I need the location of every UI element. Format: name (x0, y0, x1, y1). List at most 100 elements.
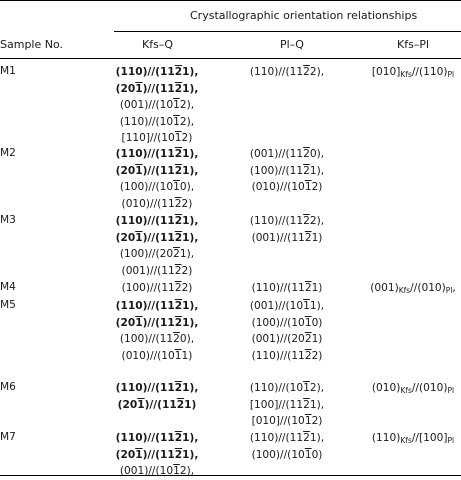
kfs-q-cell: (110)//(1121), (201)//(1121), (100)//(2021… (116, 213, 199, 279)
relation-text: 1), (182, 231, 199, 244)
relation-line: (110)//(1121), (250, 430, 324, 447)
overbar-index: 2 (303, 432, 310, 444)
relation-text: (110)//(11 (251, 282, 305, 294)
relation-line: (110)//(1121), (116, 213, 199, 230)
relation-line: (001)Kfs//(010)Pl, (370, 280, 456, 297)
relation-line: (100)//(1122) (122, 280, 193, 297)
relation-line: (201)//(1121), (116, 315, 199, 332)
overbar-index: 1 (173, 99, 180, 111)
relation-text: (001) (370, 282, 399, 294)
header-sample-no: Sample No. (0, 38, 64, 51)
relation-line: (001)//(1122) (116, 263, 199, 280)
header-rule (0, 58, 461, 59)
phase-subscript: Pl (445, 286, 453, 295)
overbar-index: 1 (173, 115, 180, 128)
overbar-index: 2 (173, 248, 180, 260)
phase-subscript: Pl (447, 70, 455, 79)
relation-text: (010)//(10 (251, 181, 305, 193)
overbar-index: 1 (135, 316, 143, 329)
overbar-index: 1 (173, 181, 180, 193)
relation-text: [010] (371, 66, 401, 78)
relation-line: [100]//(1121), (250, 397, 324, 414)
overbar-index: 1 (137, 398, 145, 411)
relation-line: (010)Kfs//(010)Pl (372, 380, 454, 397)
relation-text: 1), (182, 148, 199, 160)
relation-line: (001)//(1121) (250, 230, 324, 247)
relation-text: 1), (182, 66, 199, 78)
kfs-q-cell: (110)//(1121), (201)//(1121), (001)//(1012… (116, 430, 199, 480)
kfs-q-cell: (110)//(11 2 1), (201)//(1121), (100)//(1010… (116, 146, 199, 212)
phase-subscript: Pl (447, 436, 455, 445)
kfs-pl-cell: (110)Kfs//[100]Pl (372, 430, 454, 447)
relation-text: (100)//(20 (119, 248, 174, 260)
relation-line: (110)Kfs//[100]Pl (372, 430, 454, 447)
relation-text: 1), (309, 398, 325, 411)
overbar-index: 1 (135, 231, 143, 244)
sample-label: M4 (0, 281, 16, 293)
kfs-q-cell: (100)//(1122) (122, 280, 193, 297)
relation-text: 2) (311, 349, 323, 362)
relation-text: (100)//(11 (119, 333, 174, 345)
relation-text: 2) (181, 132, 193, 144)
overbar-index: 1 (304, 448, 312, 461)
relation-text: (110)//(11 (115, 148, 175, 160)
relation-text: (110)//(11 (115, 66, 175, 78)
overbar-index: 2 (174, 197, 182, 210)
relation-text: (110)//(11 (251, 349, 305, 362)
relation-text: 1) (184, 398, 197, 411)
sample-label: M6 (0, 381, 16, 393)
relation-text: (010) (371, 382, 401, 394)
pl-q-cell: (110)//(1121) (252, 280, 323, 297)
overbar-index: 2 (174, 448, 183, 461)
overbar-index: 1 (174, 132, 182, 144)
phase-subscript: Kfs (398, 286, 411, 295)
relation-line: (001)//(1011), (250, 298, 324, 315)
relation-line: (110)//(1121), (116, 64, 199, 81)
header-pl-q: Pl–Q (280, 38, 304, 51)
relation-text: 2) (181, 264, 193, 277)
relation-line: (201)//(1121), (116, 163, 199, 180)
relation-line: (001)//(1120), (250, 146, 324, 163)
phase-subscript: Kfs (400, 70, 412, 79)
overbar-index: 2 (303, 215, 310, 227)
relation-line: (100)//(1010), (116, 179, 199, 196)
relation-text: 1), (182, 82, 199, 95)
relation-text: (001)//(10 (119, 465, 174, 477)
relation-text: )//(11 (142, 316, 175, 329)
kfs-pl-cell: (010)Kfs//(010)Pl (372, 380, 454, 397)
relation-line: (201)//(1121), (116, 230, 199, 247)
relation-text: (110)//(11 (115, 215, 175, 227)
relation-line: (110)//(1012), (116, 114, 199, 131)
kfs-q-cell: (110)//(1121), (201)//(1121), (001)//(1012… (116, 64, 199, 147)
overbar-index: 2 (174, 231, 183, 244)
overbar-index: 1 (303, 382, 310, 394)
relation-text: 1) (181, 349, 193, 362)
relation-text: 0) (311, 448, 323, 461)
pl-q-cell: (110)//(1122), (250, 64, 324, 81)
relation-line: (100)//(2021), (116, 246, 199, 263)
overbar-index: 2 (174, 282, 182, 294)
relation-text: 2), (309, 215, 325, 227)
overbar-index: 1 (174, 349, 182, 362)
relation-line: (110)//(1121), (116, 298, 199, 315)
pl-q-cell: (001)//(1120), (100)//(1121), (010)//(1012… (250, 146, 324, 196)
relation-text: 1) (311, 231, 323, 244)
relation-line: [110]//(1012) (116, 130, 199, 147)
overbar-index: 1 (135, 164, 143, 177)
relation-text: )//(11 (142, 164, 175, 177)
relation-text: (110)//(11 (249, 66, 304, 78)
relation-text: , (452, 282, 456, 294)
relation-text: (20 (115, 316, 136, 329)
overbar-index: 1 (304, 316, 312, 329)
relation-text: (001)//(11 (121, 264, 175, 277)
relation-text: (001)//(10 (119, 99, 174, 111)
overbar-index: 1 (173, 465, 180, 477)
pl-q-cell: (110)//(1121), (100)//(1010) (250, 430, 324, 463)
kfs-q-cell: (110)//(1121), (201)//(1121), (100)//(1120… (116, 298, 199, 364)
relation-text: (110)//(10 (249, 382, 304, 394)
relation-line: (201)//(1121), (116, 81, 199, 98)
relation-line: (100)//(1120), (116, 331, 199, 348)
relation-text: 0), (179, 181, 195, 193)
pl-q-cell: (110)//(1122), (001)//(1121) (250, 213, 324, 246)
relation-text: 1), (182, 432, 199, 444)
